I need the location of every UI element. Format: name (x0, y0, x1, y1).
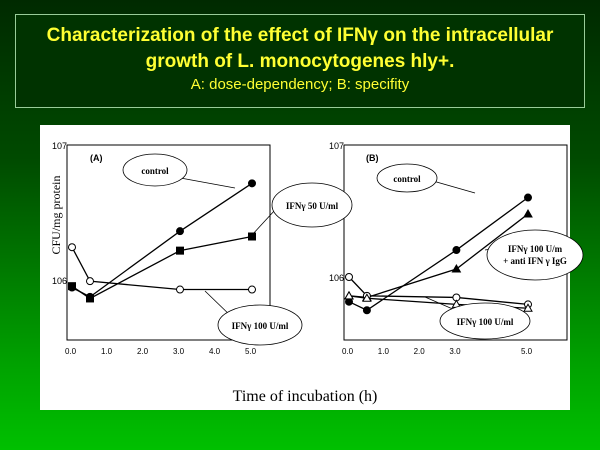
data-point (248, 179, 256, 188)
x-tick-label: 5.0 (245, 347, 257, 356)
data-point (176, 285, 184, 294)
data-point (248, 285, 256, 294)
plot-area: 107 106 0.0 1.0 2.0 3.0 4.0 5.0 107 106 0.0 1.0 2.0 3… (52, 141, 584, 405)
callout-b-100 (439, 302, 531, 340)
callout-text: IFNγ 100 U/m (508, 244, 563, 254)
data-point (345, 273, 353, 281)
data-point (86, 277, 94, 286)
x-tick-label: 1.0 (378, 347, 390, 356)
x-tick-label: 2.0 (137, 347, 149, 356)
series-line (71, 246, 252, 291)
y-tick-label: 107 (52, 141, 67, 151)
data-point (68, 282, 76, 291)
data-point (344, 290, 354, 300)
title-line3: A: dose-dependency; B: specifity (190, 76, 410, 93)
plot-frame (66, 144, 271, 341)
data-point (68, 243, 76, 252)
callout-a-control (122, 153, 188, 187)
data-point (86, 294, 94, 303)
callout-text: + anti IFN γ IgG (503, 256, 567, 266)
series-line (348, 276, 529, 306)
callout-text: control (141, 166, 169, 176)
callout-a-100 (217, 304, 303, 346)
series-line (71, 235, 253, 300)
callout-b-control (376, 163, 438, 193)
x-tick-label: 5.0 (521, 347, 533, 356)
callout-pointer (432, 180, 476, 194)
x-tick-label: 3.0 (173, 347, 185, 356)
title-box: Characterization of the effect of IFNγ o… (15, 14, 585, 108)
x-tick-label: 0.0 (65, 347, 77, 356)
data-point (524, 193, 532, 202)
panel-b-label: (B) (366, 153, 379, 163)
data-point (248, 232, 256, 241)
series-line (71, 182, 253, 298)
data-point (362, 293, 372, 302)
title-line2: growth of L. monocytogenes hly+. (145, 51, 455, 72)
callout-a-50 (271, 182, 353, 228)
callout-text: IFNγ 100 U/ml (232, 321, 289, 331)
title-line1: Characterization of the effect of IFNγ o… (46, 25, 554, 46)
x-tick-label: 0.0 (342, 347, 354, 356)
x-tick-label: 4.0 (209, 347, 221, 356)
callout-text: IFNγ 50 U/ml (286, 201, 339, 211)
y-tick-label: 106 (329, 273, 344, 283)
x-tick-label: 3.0 (449, 347, 461, 356)
data-point (176, 246, 184, 255)
data-point (523, 209, 533, 218)
callout-pointer (424, 296, 456, 311)
x-axis-label: Time of incubation (h) (233, 388, 378, 405)
callout-pointer (174, 176, 236, 189)
x-tick-label: 1.0 (101, 347, 113, 356)
data-point (176, 227, 184, 236)
callout-b-anti (486, 229, 584, 281)
y-axis-label: CFU/mg protein (49, 175, 63, 254)
data-point (451, 263, 462, 273)
data-point (452, 246, 461, 255)
callout-pointer (251, 209, 276, 236)
y-tick-label: 107 (329, 141, 344, 151)
y-tick-label: 106 (52, 276, 67, 286)
data-point (523, 303, 533, 312)
callout-text: control (393, 174, 421, 184)
data-point (362, 306, 371, 315)
series-line (348, 197, 529, 311)
panel-a-label: (A) (90, 153, 103, 163)
x-tick-label: 2.0 (414, 347, 426, 356)
figure: CFU/mg protein 107 106 0.0 1.0 2.0 3.0 4.0 5.0 1… (40, 125, 584, 410)
callout-text: IFNγ 100 U/ml (457, 317, 514, 327)
